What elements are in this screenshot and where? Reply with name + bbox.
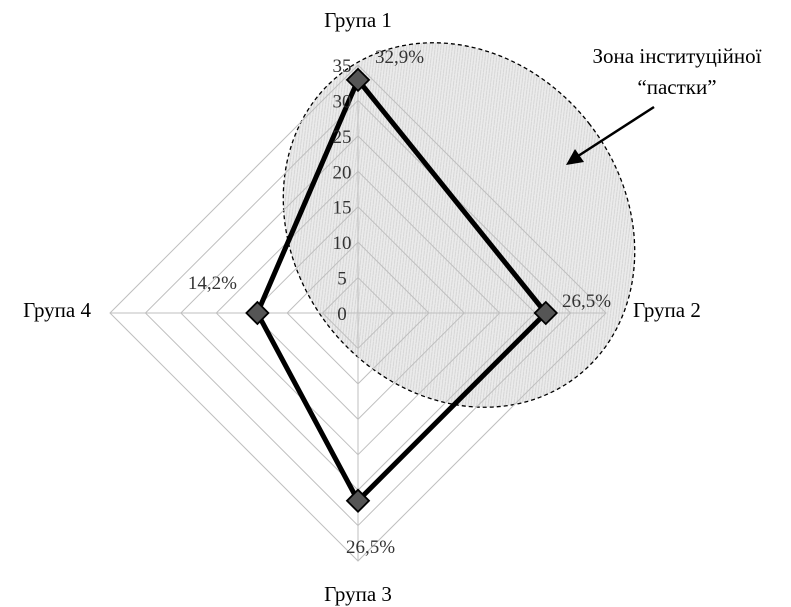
tick-label-0: 0: [337, 304, 347, 325]
category-label-4: Група 4: [23, 298, 91, 322]
data-point-2: [533, 300, 559, 326]
tick-label-15: 15: [333, 198, 352, 219]
category-label-3: Група 3: [324, 582, 392, 606]
annotation-arrow-shaft: [574, 105, 655, 160]
data-point-3: [345, 488, 371, 514]
data-label-3: 26,5%: [346, 537, 395, 558]
tick-label-30: 30: [333, 91, 352, 112]
institutional-trap-zone: [282, 42, 636, 408]
data-point-4: [245, 300, 270, 326]
category-label-2: Група 2: [633, 298, 701, 322]
data-point-1: [345, 67, 371, 93]
data-label-4: 14,2%: [188, 273, 237, 294]
category-label-1: Група 1: [324, 8, 392, 32]
tick-label-10: 10: [333, 233, 352, 254]
annotation-arrow-head: [566, 149, 584, 165]
data-label-2: 26,5%: [562, 291, 611, 312]
annotation-line-2: “пастки”: [637, 75, 716, 99]
tick-label-5: 5: [337, 269, 347, 290]
tick-label-20: 20: [333, 162, 352, 183]
tick-label-35: 35: [333, 56, 352, 77]
annotation-line-1: Зона інституційної: [593, 44, 762, 68]
data-label-1: 32,9%: [375, 47, 424, 68]
tick-label-25: 25: [333, 127, 352, 148]
